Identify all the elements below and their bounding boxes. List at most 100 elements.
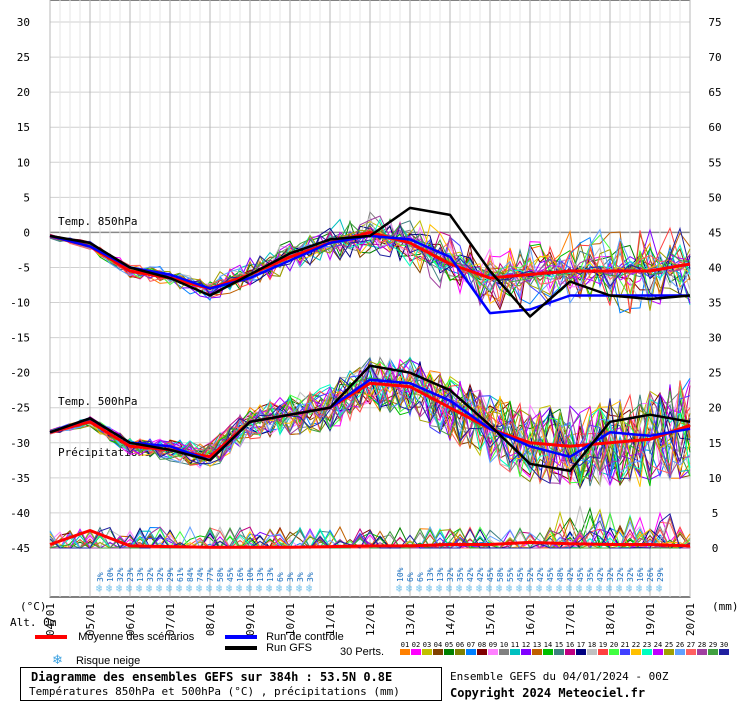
pert-color-swatch xyxy=(411,649,421,655)
pert-color-swatch xyxy=(609,649,619,655)
pert-number: 27 xyxy=(687,641,695,649)
snow-risk-label: 52% xyxy=(526,567,535,582)
snowflake-icon: ❄ xyxy=(96,582,103,595)
x-tick-label: 12/01 xyxy=(364,603,377,636)
snowflake-icon: ❄ xyxy=(166,582,173,595)
snow-risk-label: 13% xyxy=(436,567,445,582)
snowflake-icon: ❄ xyxy=(646,582,653,595)
pert-color-swatch xyxy=(697,649,707,655)
right-tick-label: 75 xyxy=(708,16,721,29)
pert-number: 13 xyxy=(533,641,541,649)
pert-color-swatch xyxy=(532,649,542,655)
x-tick-label: 09/01 xyxy=(244,603,257,636)
pert-number: 26 xyxy=(676,641,684,649)
right-tick-label: 50 xyxy=(708,191,721,204)
snow-risk-label: 32% xyxy=(116,567,125,582)
legend-gfs: Run GFS xyxy=(225,642,312,654)
pert-number: 02 xyxy=(412,641,420,649)
snowflake-icon: ❄ xyxy=(556,582,563,595)
title-box: Diagramme des ensembles GEFS sur 384h : … xyxy=(20,667,442,701)
snowflake-icon: ❄ xyxy=(206,582,213,595)
snowflake-icon: ❄ xyxy=(106,582,113,595)
snowflake-icon: ❄ xyxy=(546,582,553,595)
x-tick-label: 19/01 xyxy=(644,603,657,636)
member-t500-line xyxy=(49,358,691,479)
snowflake-icon: ❄ xyxy=(186,582,193,595)
chart-subtitle: Températures 850hPa et 500hPa (°C) , pré… xyxy=(29,685,400,698)
snowflake-icon: ❄ xyxy=(306,582,313,595)
snow-risk-label: 6% xyxy=(416,572,425,582)
snowflake-icon: ❄ xyxy=(466,582,473,595)
pert-color-swatch xyxy=(653,649,663,655)
left-tick-label: 30 xyxy=(17,16,30,29)
snowflake-icon: ❄ xyxy=(526,582,533,595)
right-tick-label: 45 xyxy=(708,226,721,239)
left-tick-label: 5 xyxy=(23,191,30,204)
snow-risk-label: 32% xyxy=(446,567,455,582)
left-tick-label: 15 xyxy=(17,121,30,134)
x-tick-label: 07/01 xyxy=(164,603,177,636)
series-line-t500 xyxy=(49,364,691,473)
mean-swatch xyxy=(35,635,67,640)
pert-number: 12 xyxy=(522,641,530,649)
snowflake-icon: ❄ xyxy=(636,582,643,595)
left-tick-label: -45 xyxy=(10,542,30,555)
snowflake-icon: ❄ xyxy=(126,582,133,595)
snow-risk-label: 55% xyxy=(506,567,515,582)
x-tick-label: 17/01 xyxy=(564,603,577,636)
member-precip-line xyxy=(49,513,691,549)
snowflake-icon: ❄ xyxy=(406,582,413,595)
pert-color-swatch xyxy=(510,649,520,655)
snowflake-icon: ❄ xyxy=(136,582,143,595)
snow-risk-label: 61% xyxy=(176,567,185,582)
snow-risk-label: 32% xyxy=(146,567,155,582)
snow-risk-label: 42% xyxy=(566,567,575,582)
pert-color-swatch xyxy=(664,649,674,655)
x-tick-label: 16/01 xyxy=(524,603,537,636)
pert-number: 04 xyxy=(434,641,442,649)
right-tick-label: 65 xyxy=(708,86,721,99)
snowflake-icon: ❄ xyxy=(436,582,443,595)
snow-risk-label: 26% xyxy=(646,567,655,582)
chart-title: Diagramme des ensembles GEFS sur 384h : … xyxy=(31,670,393,684)
pert-number: 08 xyxy=(478,641,486,649)
snow-risk-label: 35% xyxy=(586,567,595,582)
pert-number: 22 xyxy=(632,641,640,649)
pert-color-swatch xyxy=(631,649,641,655)
snowflake-icon: ❄ xyxy=(576,582,583,595)
snow-risk-label: 45% xyxy=(486,567,495,582)
pert-color-swatch xyxy=(587,649,597,655)
pert-color-swatch xyxy=(565,649,575,655)
x-tick-label: 06/01 xyxy=(124,603,137,636)
control-swatch xyxy=(225,635,257,640)
snowflake-icon: ❄ xyxy=(446,582,453,595)
snowflake-icon: ❄ xyxy=(596,582,603,595)
snow-risk-label: 6% xyxy=(406,572,415,582)
right-tick-label: 15 xyxy=(708,437,721,450)
snowflake-icon: ❄ xyxy=(396,582,403,595)
snow-risk-label: 16% xyxy=(236,567,245,582)
snow-risk-label: 45% xyxy=(546,567,555,582)
left-tick-label: -35 xyxy=(10,472,30,485)
left-tick-label: -15 xyxy=(10,332,30,345)
snow-risk-label: 10% xyxy=(246,567,255,582)
pert-number: 28 xyxy=(698,641,706,649)
snowflake-icon: ❄ xyxy=(616,582,623,595)
snowflake-icon: ❄ xyxy=(656,582,663,595)
left-tick-label: 0 xyxy=(23,226,30,239)
snowflake-icon: ❄ xyxy=(566,582,573,595)
pert-number: 21 xyxy=(621,641,629,649)
perts-label: 30 Perts. xyxy=(340,646,385,658)
right-tick-label: 70 xyxy=(708,51,721,64)
pert-color-swatch xyxy=(543,649,553,655)
snowflake-icon: ❄ xyxy=(216,582,223,595)
left-tick-label: 25 xyxy=(17,51,30,64)
pert-number: 03 xyxy=(423,641,431,649)
snow-risk-label: 45% xyxy=(576,567,585,582)
pert-color-swatch xyxy=(576,649,586,655)
snow-risk-label: 3% xyxy=(96,572,105,582)
right-tick-label: 5 xyxy=(712,507,719,520)
pert-color-swatch xyxy=(675,649,685,655)
snow-risk-label: 23% xyxy=(126,567,135,582)
left-tick-label: 10 xyxy=(17,156,30,169)
